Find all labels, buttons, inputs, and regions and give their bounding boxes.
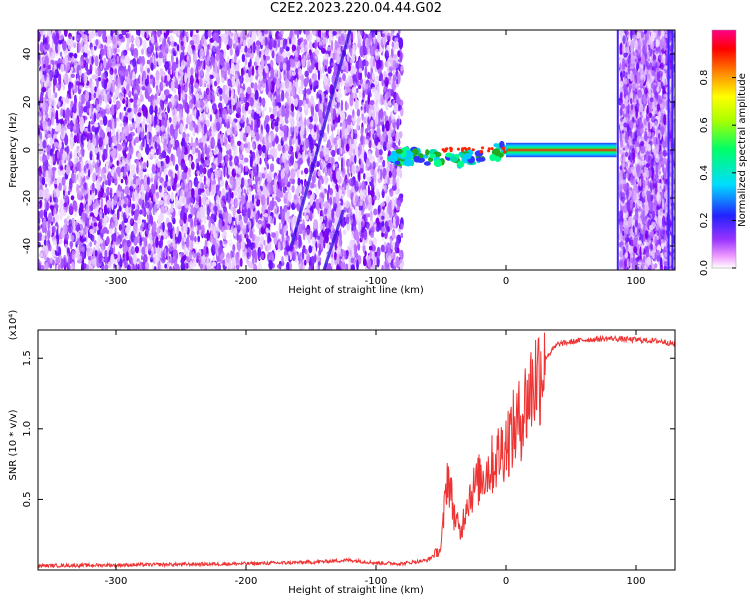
noise-speck [382,111,387,117]
noise-speck [280,260,285,267]
noise-speck [209,114,213,122]
noise-speck [339,122,343,127]
noise-speck [364,65,368,78]
chart-title: C2E2.2023.220.04.44.G02 [0,1,712,16]
noise-speck [146,160,149,168]
noise-speck [244,82,247,89]
noise-speck [228,239,234,248]
noise-speck [141,255,143,261]
noise-speck [350,103,353,114]
noise-speck [93,240,97,246]
noise-speck [308,40,313,50]
noise-speck [157,234,162,240]
noise-speck [239,48,244,53]
noise-speck [291,99,295,104]
noise-speck [69,150,73,160]
noise-speck [244,57,248,66]
noise-speck [62,84,65,91]
noise-speck [59,51,63,57]
noise-speck [247,195,251,202]
noise-speck [199,138,203,143]
noise-speck [259,157,262,165]
noise-speck [358,91,362,99]
noise-speck [291,185,295,193]
noise-speck [251,256,255,266]
noise-speck [257,261,262,270]
noise-speck [90,82,95,90]
noise-speck [52,82,56,94]
noise-speck [116,48,121,53]
noise-speck [99,119,104,126]
noise-speck [142,253,148,265]
spectrogram-image [38,30,675,270]
noise-speck [173,88,177,94]
noise-speck [229,47,233,56]
noise-speck [289,177,293,184]
noise-speck [263,106,267,112]
noise-speck [54,92,58,98]
noise-speck [51,94,56,100]
noise-speck [177,169,180,181]
noise-speck [116,117,120,122]
noise-speck [195,158,200,165]
noise-speck [76,101,79,114]
noise-speck [336,135,340,141]
noise-speck [74,173,77,184]
